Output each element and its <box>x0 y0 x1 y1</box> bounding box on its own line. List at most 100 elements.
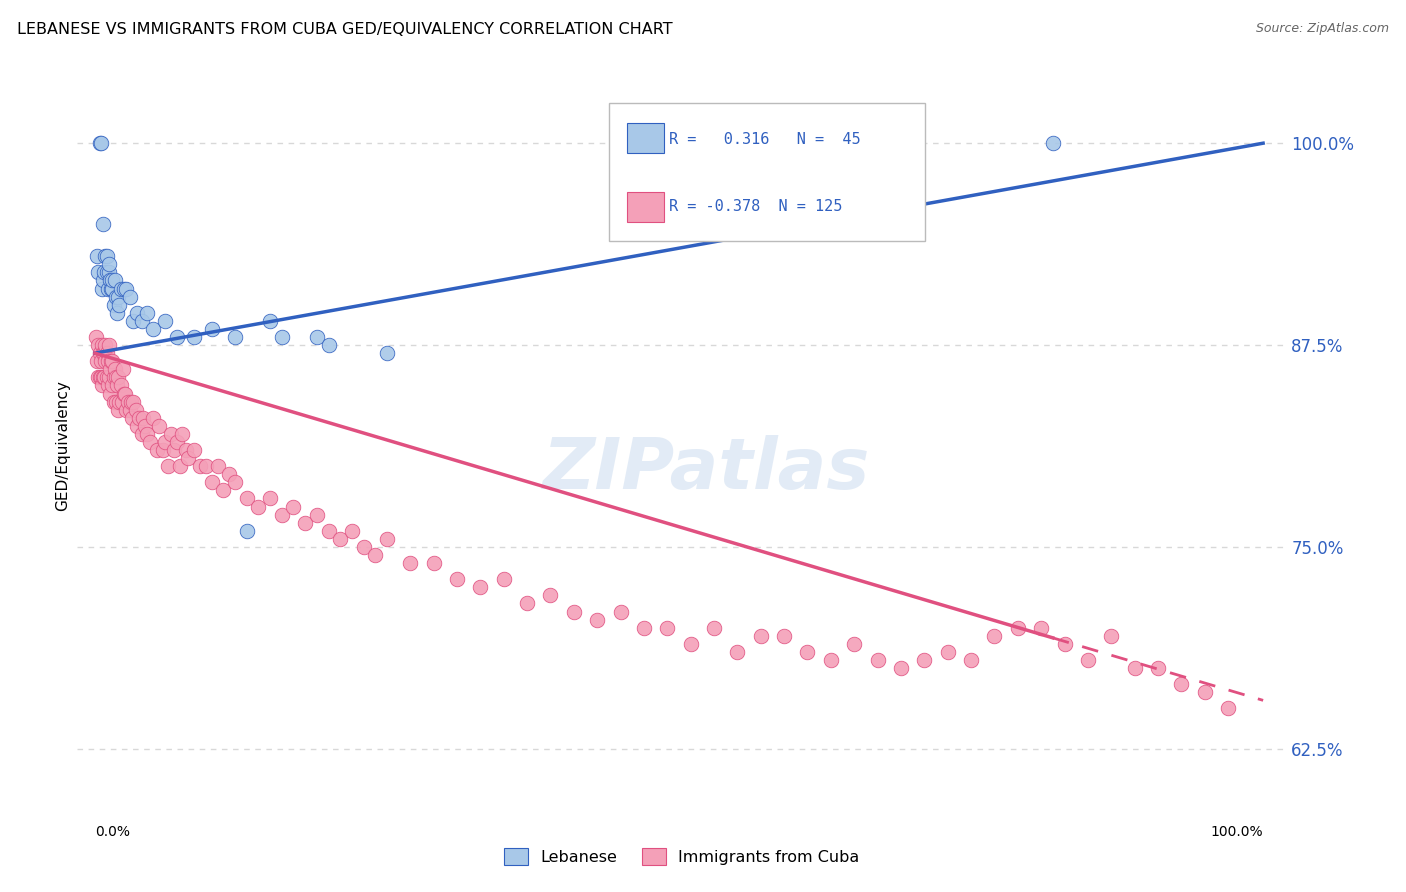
Point <box>115 281 138 295</box>
Point <box>470 580 492 594</box>
Text: R = -0.378  N = 125: R = -0.378 N = 125 <box>669 200 842 214</box>
Point <box>725 645 748 659</box>
Point <box>375 532 398 546</box>
Point <box>90 354 112 368</box>
Point <box>166 434 188 449</box>
Point <box>1099 629 1122 643</box>
Point <box>633 621 655 635</box>
Point <box>108 298 131 312</box>
Point <box>96 265 118 279</box>
Point <box>157 459 180 474</box>
Point <box>118 290 141 304</box>
Point <box>174 443 197 458</box>
Point <box>100 354 122 368</box>
Point <box>84 330 107 344</box>
Point <box>87 370 110 384</box>
Point <box>318 338 340 352</box>
Point <box>422 556 444 570</box>
Point <box>399 556 422 570</box>
Point <box>110 281 132 295</box>
Point <box>446 572 468 586</box>
Text: LEBANESE VS IMMIGRANTS FROM CUBA GED/EQUIVALENCY CORRELATION CHART: LEBANESE VS IMMIGRANTS FROM CUBA GED/EQU… <box>17 22 672 37</box>
Point <box>97 265 120 279</box>
Point <box>305 508 328 522</box>
Point <box>703 621 725 635</box>
Point <box>153 434 176 449</box>
Point <box>1077 653 1099 667</box>
Point <box>90 338 112 352</box>
Legend: Lebanese, Immigrants from Cuba: Lebanese, Immigrants from Cuba <box>498 842 866 871</box>
Point <box>97 370 120 384</box>
Point <box>87 338 110 352</box>
Point <box>111 362 134 376</box>
Point <box>163 443 186 458</box>
Point <box>492 572 515 586</box>
Point <box>270 508 292 522</box>
Point <box>1042 136 1064 151</box>
Point <box>104 362 127 376</box>
Text: 100.0%: 100.0% <box>1211 825 1263 838</box>
Point <box>364 548 387 562</box>
Point <box>657 621 679 635</box>
Point <box>235 524 257 538</box>
Point <box>329 532 352 546</box>
Point <box>169 459 191 474</box>
Point <box>89 370 111 384</box>
Point <box>1031 621 1053 635</box>
Point <box>93 370 115 384</box>
Point <box>103 370 125 384</box>
Point <box>134 418 156 433</box>
Point <box>318 524 340 538</box>
Point <box>340 524 363 538</box>
Point <box>94 338 117 352</box>
Point <box>294 516 316 530</box>
Point <box>111 394 134 409</box>
Point <box>749 629 772 643</box>
Point <box>108 394 131 409</box>
Point <box>120 394 142 409</box>
Point <box>516 597 538 611</box>
Point <box>101 281 124 295</box>
Point <box>125 306 148 320</box>
Point <box>101 378 124 392</box>
Point <box>609 605 631 619</box>
Point <box>912 653 935 667</box>
Point <box>1007 621 1029 635</box>
Point <box>125 418 148 433</box>
Point <box>936 645 959 659</box>
Point <box>91 346 114 360</box>
Point <box>91 370 114 384</box>
Point <box>188 459 211 474</box>
Point <box>94 354 117 368</box>
Point <box>207 459 229 474</box>
Point <box>983 629 1005 643</box>
Text: ZIPatlas: ZIPatlas <box>543 434 870 503</box>
Point <box>97 354 120 368</box>
Point <box>90 378 112 392</box>
Point <box>166 330 188 344</box>
Point <box>131 314 153 328</box>
Point <box>87 265 110 279</box>
Point <box>283 500 305 514</box>
Point <box>224 475 246 490</box>
Point <box>90 281 112 295</box>
Point <box>96 249 118 263</box>
Point <box>136 306 159 320</box>
Point <box>86 354 108 368</box>
Point <box>128 410 150 425</box>
Point <box>183 443 205 458</box>
Point <box>90 136 112 151</box>
Point <box>305 330 328 344</box>
Point <box>115 402 138 417</box>
Point <box>131 426 153 441</box>
Text: 0.0%: 0.0% <box>94 825 129 838</box>
Point <box>224 330 246 344</box>
Point <box>91 273 114 287</box>
Point <box>132 410 155 425</box>
Point <box>112 386 135 401</box>
Point <box>183 330 205 344</box>
Point <box>118 402 141 417</box>
Point <box>98 386 121 401</box>
Point <box>93 265 115 279</box>
Point <box>104 370 127 384</box>
